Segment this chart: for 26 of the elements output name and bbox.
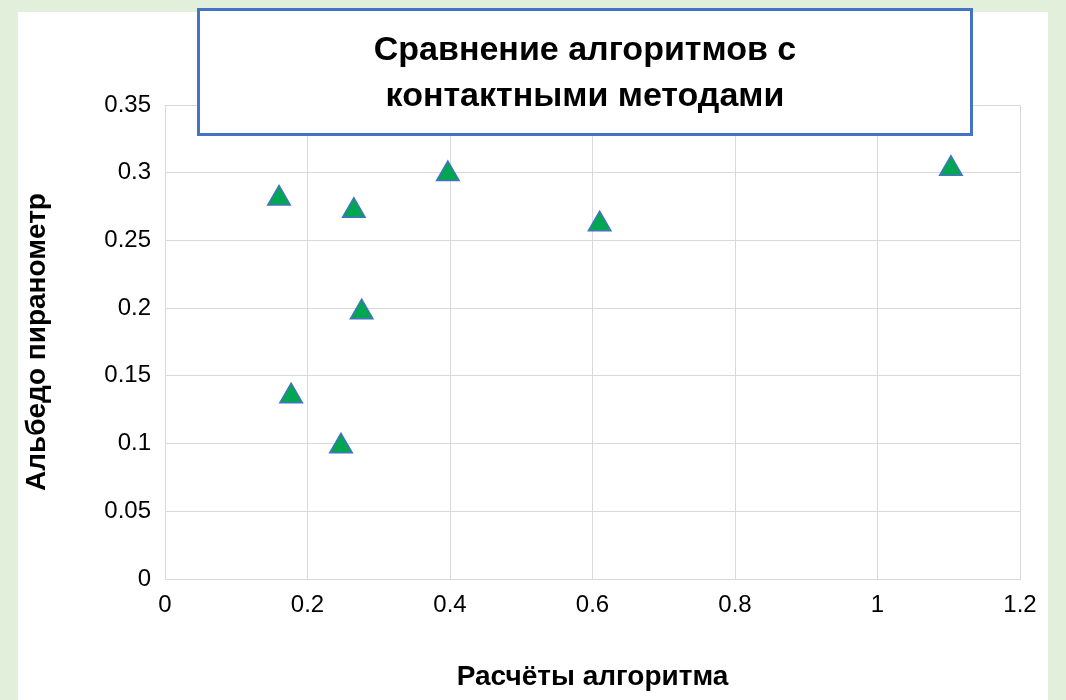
point — [938, 154, 963, 176]
y-tick-label: 0.1 — [117, 428, 151, 456]
x-tick-label: 0.8 — [718, 590, 752, 618]
x-tick-label: 0.6 — [575, 590, 610, 618]
x-tick-label: 1 — [870, 590, 885, 618]
y-tick-label: 0.2 — [117, 292, 151, 320]
point — [435, 160, 460, 182]
point — [341, 196, 366, 218]
x-tick-label: 1.2 — [1003, 590, 1037, 618]
x-tick-label: 0.2 — [290, 590, 325, 618]
y-tick-label: 0.25 — [104, 225, 151, 253]
point — [266, 184, 292, 206]
y-tick-label: 0.05 — [104, 495, 151, 523]
point — [587, 210, 612, 232]
x-axis-title: Расчёты алгоритма — [456, 659, 729, 691]
title-frame: Сравнение алгоритмов с контактными методами — [197, 8, 973, 136]
y-axis-title: Альбедо пиранометр — [19, 193, 51, 491]
point — [349, 298, 374, 320]
y-tick-label: 0.3 — [117, 157, 151, 185]
y-tick-label: 0.15 — [104, 360, 151, 388]
y-tick-label: 0 — [137, 563, 151, 591]
x-tick-label: 0 — [158, 590, 172, 618]
point — [328, 432, 353, 454]
x-tick-label: 0.4 — [433, 590, 467, 618]
y-tick-label: 0.35 — [104, 89, 151, 117]
point — [279, 382, 304, 404]
